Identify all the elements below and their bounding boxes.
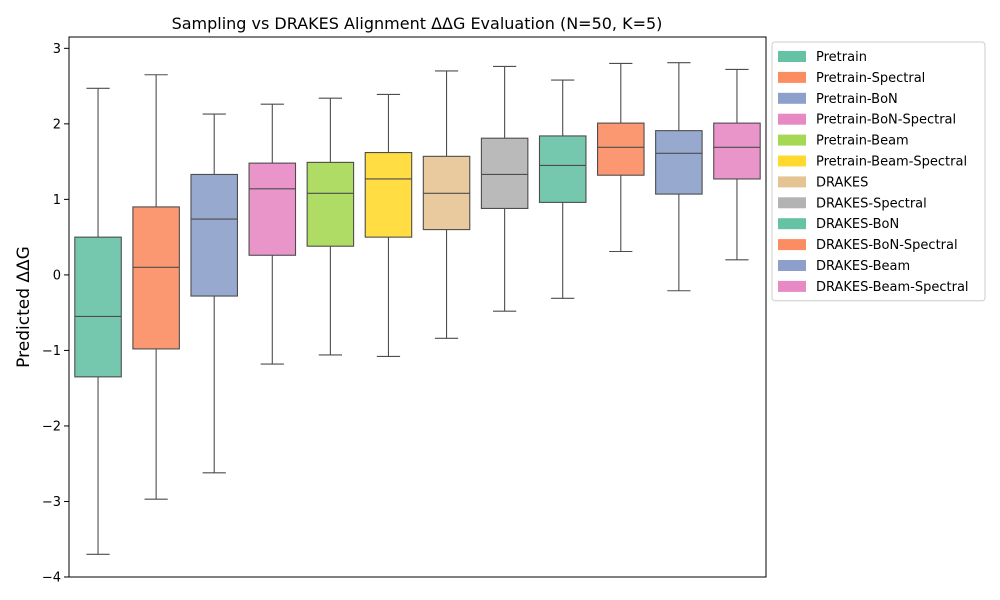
plot-area [68, 36, 767, 578]
box-body [713, 122, 761, 180]
y-axis-label: Predicted ΔΔG [14, 246, 34, 368]
box-drakes [422, 70, 471, 339]
legend-entry: Pretrain-Beam [816, 134, 909, 149]
legend-swatch [778, 197, 806, 209]
box-pretrain [74, 87, 122, 555]
legend-entry: Pretrain [816, 50, 867, 65]
legend-entry: DRAKES-BoN-Spectral [816, 238, 958, 253]
box-body [538, 135, 587, 203]
box-pretrain-beam [306, 97, 355, 356]
box-body [597, 122, 645, 176]
legend-swatch [778, 218, 806, 230]
legend-swatch [778, 176, 806, 188]
legend-swatch [778, 239, 806, 251]
box-drakes-spectral [480, 65, 529, 312]
box-body [655, 130, 703, 195]
box-drakes-beam [655, 62, 703, 292]
box-body [364, 152, 413, 238]
box-body [248, 162, 297, 256]
legend-frame [771, 41, 986, 302]
y-tick-label: 3 [53, 42, 61, 57]
legend-entry: DRAKES-Beam-Spectral [816, 280, 969, 295]
legend-entry: DRAKES [816, 175, 868, 190]
box-body [190, 173, 238, 297]
box-body [480, 137, 529, 209]
legend-swatch [778, 280, 806, 292]
legend-swatch [778, 113, 806, 125]
legend-entry: Pretrain-Beam-Spectral [816, 155, 967, 170]
legend-entry: Pretrain-BoN-Spectral [816, 113, 956, 128]
box-drakes-beam-spectral [713, 68, 761, 261]
box-body [132, 206, 180, 350]
box-drakes-bon-spectral [597, 62, 645, 253]
plot-frame [68, 36, 767, 578]
y-axis: −4 −3 −2 −1 0 1 2 3 [42, 42, 69, 586]
box-body [74, 236, 122, 378]
legend-entry: DRAKES-Spectral [816, 196, 927, 211]
legend-swatch [778, 71, 806, 83]
y-tick-label: 0 [53, 268, 61, 283]
legend: Pretrain Pretrain-Spectral Pretrain-BoN Pre… [771, 41, 986, 302]
legend-entry: DRAKES-BoN [816, 217, 899, 232]
y-tick-label: −1 [42, 344, 61, 359]
box-pretrain-bon-spectral [248, 103, 297, 365]
legend-entry: Pretrain-Spectral [816, 71, 925, 86]
y-tick-label: 2 [53, 117, 61, 132]
box-pretrain-bon [190, 113, 238, 474]
box-drakes-bon [538, 79, 587, 299]
y-tick-label: −2 [42, 419, 61, 434]
chart-title: Sampling vs DRAKES Alignment ΔΔG Evaluat… [172, 14, 663, 33]
box-pretrain-spectral [132, 74, 180, 500]
box-body [306, 161, 355, 247]
legend-entry: DRAKES-Beam [816, 259, 910, 274]
legend-entry: Pretrain-BoN [816, 92, 898, 107]
legend-swatch [778, 92, 806, 104]
legend-swatch [778, 155, 806, 167]
y-tick-label: −3 [42, 495, 61, 510]
y-tick-label: −4 [42, 571, 61, 586]
legend-swatch [778, 51, 806, 62]
legend-swatch [778, 134, 806, 146]
y-tick-label: 1 [53, 193, 61, 208]
box-pretrain-beam-spectral [364, 93, 413, 358]
legend-swatch [778, 260, 806, 271]
